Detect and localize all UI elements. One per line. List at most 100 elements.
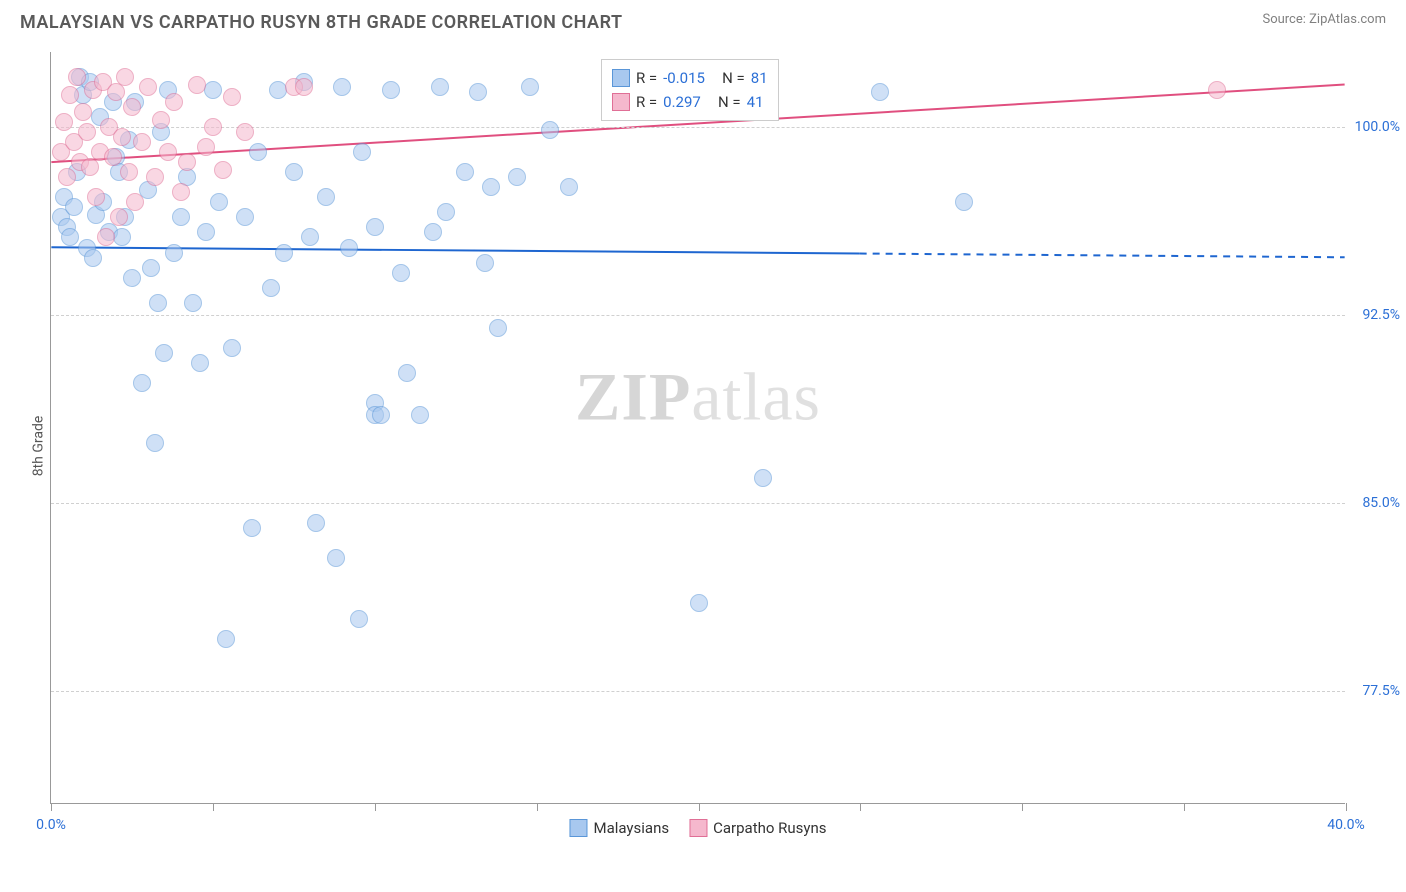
scatter-chart: ZIPatlas 77.5%85.0%92.5%100.0%0.0%40.0% … bbox=[50, 52, 1345, 804]
y-tick-label: 85.0% bbox=[1362, 495, 1400, 511]
data-point bbox=[65, 198, 83, 216]
gridline bbox=[51, 691, 1345, 692]
data-point bbox=[55, 113, 73, 131]
data-point bbox=[489, 319, 507, 337]
data-point bbox=[295, 78, 313, 96]
x-tick bbox=[1346, 803, 1347, 811]
data-point bbox=[327, 549, 345, 567]
data-point bbox=[61, 228, 79, 246]
data-point bbox=[142, 259, 160, 277]
x-tick bbox=[699, 803, 700, 811]
legend-item: Carpatho Rusyns bbox=[689, 819, 826, 837]
legend-r-label: R = bbox=[636, 66, 657, 90]
data-point bbox=[690, 594, 708, 612]
legend-row: R = 0.297 N = 41 bbox=[612, 90, 768, 114]
data-point bbox=[107, 83, 125, 101]
x-tick bbox=[1022, 803, 1023, 811]
data-point bbox=[155, 344, 173, 362]
data-point bbox=[476, 254, 494, 272]
data-point bbox=[133, 374, 151, 392]
x-tick bbox=[1184, 803, 1185, 811]
x-tick-label: 0.0% bbox=[36, 817, 66, 833]
data-point bbox=[456, 163, 474, 181]
data-point bbox=[236, 208, 254, 226]
data-point bbox=[437, 203, 455, 221]
data-point bbox=[353, 143, 371, 161]
data-point bbox=[521, 78, 539, 96]
data-point bbox=[871, 83, 889, 101]
source-label: Source: ZipAtlas.com bbox=[1262, 12, 1386, 27]
legend-item: Malaysians bbox=[569, 819, 669, 837]
data-point bbox=[113, 228, 131, 246]
legend-swatch bbox=[612, 69, 630, 87]
data-point bbox=[120, 163, 138, 181]
data-point bbox=[197, 138, 215, 156]
legend-n-value: 41 bbox=[747, 90, 764, 114]
legend-r-value: -0.015 bbox=[663, 66, 705, 90]
data-point bbox=[214, 161, 232, 179]
data-point bbox=[262, 279, 280, 297]
y-tick-label: 100.0% bbox=[1355, 119, 1400, 135]
data-point bbox=[204, 81, 222, 99]
data-point bbox=[84, 249, 102, 267]
data-point bbox=[188, 76, 206, 94]
data-point bbox=[333, 78, 351, 96]
data-point bbox=[165, 244, 183, 262]
data-point bbox=[217, 630, 235, 648]
data-point bbox=[126, 193, 144, 211]
y-tick-label: 92.5% bbox=[1362, 307, 1400, 323]
page-title: MALAYSIAN VS CARPATHO RUSYN 8TH GRADE CO… bbox=[20, 12, 623, 33]
legend-label: Carpatho Rusyns bbox=[713, 819, 826, 837]
data-point bbox=[482, 178, 500, 196]
data-point bbox=[210, 193, 228, 211]
data-point bbox=[191, 354, 209, 372]
data-point bbox=[110, 208, 128, 226]
data-point bbox=[223, 88, 241, 106]
y-tick-label: 77.5% bbox=[1362, 683, 1400, 699]
x-tick bbox=[375, 803, 376, 811]
data-point bbox=[165, 93, 183, 111]
data-point bbox=[81, 158, 99, 176]
data-point bbox=[366, 218, 384, 236]
data-point bbox=[541, 121, 559, 139]
data-point bbox=[172, 183, 190, 201]
data-point bbox=[223, 339, 241, 357]
data-point bbox=[382, 81, 400, 99]
data-point bbox=[411, 406, 429, 424]
data-point bbox=[116, 68, 134, 86]
data-point bbox=[392, 264, 410, 282]
correlation-legend: R = -0.015 N = 81 R = 0.297 N = 41 bbox=[601, 59, 779, 121]
data-point bbox=[243, 519, 261, 537]
data-point bbox=[269, 81, 287, 99]
data-point bbox=[152, 111, 170, 129]
data-point bbox=[955, 193, 973, 211]
data-point bbox=[285, 163, 303, 181]
data-point bbox=[398, 364, 416, 382]
data-point bbox=[307, 514, 325, 532]
legend-n-label: N = bbox=[707, 90, 741, 114]
data-point bbox=[123, 269, 141, 287]
legend-swatch bbox=[612, 93, 630, 111]
legend-swatch bbox=[689, 819, 707, 837]
data-point bbox=[350, 610, 368, 628]
data-point bbox=[249, 143, 267, 161]
x-tick-label: 40.0% bbox=[1327, 817, 1365, 833]
data-point bbox=[372, 406, 390, 424]
x-tick bbox=[213, 803, 214, 811]
y-axis-label: 8th Grade bbox=[30, 416, 46, 477]
data-point bbox=[754, 469, 772, 487]
gridline bbox=[51, 315, 1345, 316]
data-point bbox=[68, 68, 86, 86]
gridline bbox=[51, 503, 1345, 504]
data-point bbox=[123, 98, 141, 116]
legend-row: R = -0.015 N = 81 bbox=[612, 66, 768, 90]
data-point bbox=[469, 83, 487, 101]
data-point bbox=[340, 239, 358, 257]
data-point bbox=[204, 118, 222, 136]
data-point bbox=[159, 143, 177, 161]
legend-label: Malaysians bbox=[593, 819, 669, 837]
data-point bbox=[236, 123, 254, 141]
data-point bbox=[178, 153, 196, 171]
data-point bbox=[97, 228, 115, 246]
data-point bbox=[424, 223, 442, 241]
